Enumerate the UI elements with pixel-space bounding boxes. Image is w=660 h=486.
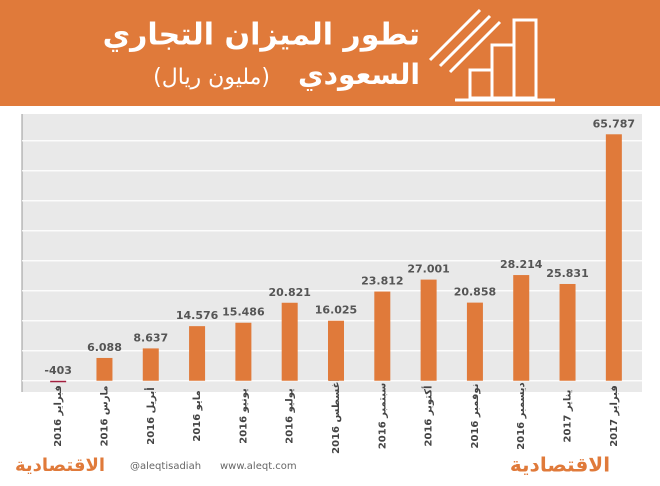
value-label: 6.088 — [87, 341, 122, 354]
footer-handle: @aleqtisadiah — [130, 461, 201, 472]
value-label: 20.821 — [268, 286, 310, 299]
bar — [281, 302, 298, 381]
bar — [50, 380, 67, 383]
value-label: 8.637 — [133, 331, 168, 344]
bar — [513, 275, 530, 381]
value-label: 20.858 — [454, 286, 496, 299]
x-tick-label: يوليو 2016 — [285, 388, 296, 444]
bar — [559, 283, 576, 381]
chart-title: تطور الميزان التجاري — [103, 18, 420, 53]
x-tick-label: نوفمبر 2016 — [470, 384, 481, 449]
bar — [420, 279, 437, 381]
bar — [374, 291, 391, 381]
unit-label: (مليون ريال) — [153, 65, 270, 90]
bar — [235, 322, 252, 381]
x-tick-label: أغسطس 2016 — [329, 378, 342, 454]
x-tick-label: يناير 2017 — [563, 389, 574, 442]
bar — [142, 348, 159, 381]
x-tick-label: يونيو 2016 — [238, 388, 249, 444]
header-band — [0, 0, 660, 106]
footer-logo: الاقتصادية — [510, 453, 610, 477]
value-label: 25.831 — [546, 267, 588, 280]
bar — [466, 302, 483, 381]
bar — [605, 134, 622, 381]
x-tick-label: أكتوبر 2016 — [422, 386, 435, 447]
bar — [328, 320, 344, 381]
value-label: -403 — [44, 364, 72, 377]
x-tick-label: مايو 2016 — [192, 390, 203, 441]
value-label: 23.812 — [361, 275, 403, 288]
bar — [96, 357, 113, 381]
footer-brand: الاقتصادية — [15, 455, 105, 476]
chart-subtitle: السعودي — [298, 58, 420, 91]
x-tick-label: سبتمبر 2016 — [377, 383, 388, 449]
value-label: 16.025 — [315, 304, 357, 317]
footer — [0, 445, 660, 486]
value-label: 14.576 — [176, 309, 219, 322]
x-tick-label: أبريل 2016 — [144, 387, 157, 444]
bar — [189, 326, 206, 381]
x-tick-label: فبراير 2016 — [53, 385, 64, 447]
header-icon — [428, 8, 555, 102]
value-label: 65.787 — [593, 117, 635, 130]
x-tick-label: ديسمبر 2016 — [516, 382, 527, 449]
value-label: 28.214 — [500, 258, 543, 271]
value-label: 15.486 — [222, 306, 265, 319]
value-label: 27.001 — [407, 263, 449, 276]
x-tick-label: مارس 2016 — [99, 386, 110, 447]
x-tick-label: فبراير 2017 — [609, 385, 620, 447]
footer-site: www.aleqt.com — [220, 461, 297, 472]
